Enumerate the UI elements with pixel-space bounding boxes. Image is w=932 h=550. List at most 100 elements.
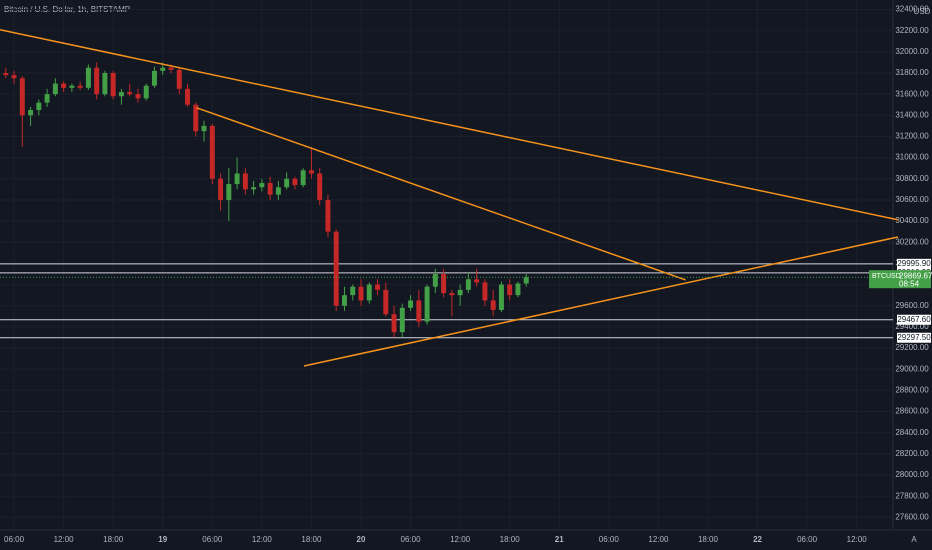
y-tick-label: 31000.00: [895, 153, 929, 162]
x-tick-label: 22: [753, 535, 762, 544]
x-tick-label: 18:00: [500, 535, 521, 544]
x-tick-label: 20: [357, 535, 366, 544]
y-tick-label: 32000.00: [895, 47, 929, 56]
y-tick-label: 31600.00: [895, 89, 929, 98]
candle-body: [234, 173, 240, 185]
candle-body: [474, 279, 480, 283]
candle-body: [152, 70, 157, 86]
candle-body: [424, 286, 430, 322]
x-tick-label: 18:00: [301, 535, 322, 544]
candle-body: [77, 85, 83, 88]
candle-body: [358, 286, 364, 301]
candle-body: [201, 125, 207, 132]
y-tick-label: 30200.00: [895, 237, 929, 246]
candle-body: [515, 283, 521, 296]
candle-body: [11, 75, 17, 79]
candle-body: [308, 170, 314, 174]
x-tick-label: 18:00: [698, 535, 719, 544]
candle-body: [366, 284, 372, 301]
candle-body: [168, 67, 174, 70]
y-tick-label: 28400.00: [895, 428, 929, 437]
candle-body: [449, 293, 455, 296]
candle-body: [292, 178, 298, 186]
candle-body: [259, 183, 265, 188]
x-tick-label: 19: [158, 535, 167, 544]
x-tick-label: 06:00: [599, 535, 620, 544]
candle-body: [143, 85, 149, 99]
trendline: [196, 107, 686, 281]
candle-body: [69, 85, 75, 88]
level-label: 29995.90: [897, 259, 931, 268]
candle-body: [432, 273, 438, 287]
y-tick-label: 28600.00: [895, 407, 929, 416]
candle-body: [193, 104, 199, 132]
candle-body: [251, 187, 257, 190]
candle-body: [52, 83, 58, 95]
candle-body: [408, 300, 414, 308]
y-tick-label: 28000.00: [895, 470, 929, 479]
candle-body: [118, 92, 124, 97]
candle-body: [226, 184, 232, 200]
x-tick-label: 12:00: [450, 535, 471, 544]
candle-body: [284, 178, 290, 188]
candle-body: [209, 125, 215, 179]
currency-label: USD: [914, 7, 931, 16]
candle-body: [391, 314, 397, 333]
scale-mode[interactable]: A: [911, 535, 917, 544]
y-tick-label: 30600.00: [895, 195, 929, 204]
y-tick-label: 30400.00: [895, 216, 929, 225]
candle-body: [342, 295, 347, 306]
x-tick-label: 06:00: [797, 535, 818, 544]
x-tick-label: 21: [555, 535, 564, 544]
candle-body: [3, 72, 9, 76]
x-tick-label: 06:00: [202, 535, 223, 544]
candle-body: [383, 289, 389, 315]
candle-body: [498, 284, 504, 310]
y-tick-label: 29200.00: [895, 343, 929, 352]
candle-body: [317, 173, 323, 200]
x-tick-label: 18:00: [103, 535, 124, 544]
y-tick-label: 29000.00: [895, 364, 929, 373]
y-tick-label: 30800.00: [895, 174, 929, 183]
y-tick-label: 31800.00: [895, 68, 929, 77]
x-tick-label: 06:00: [401, 535, 422, 544]
candle-body: [110, 72, 116, 97]
candle-body: [61, 83, 67, 88]
candle-body: [333, 231, 339, 306]
candle-body: [325, 199, 331, 232]
y-tick-label: 29400.00: [895, 322, 929, 331]
last-price-label: 29869.67: [899, 271, 932, 280]
candle-body: [507, 284, 513, 296]
level-label-box: [897, 332, 931, 343]
candle-body: [482, 282, 488, 301]
candle-body: [275, 187, 281, 195]
candle-body: [218, 178, 224, 200]
y-tick-label: 32400.00: [895, 5, 929, 14]
symbol-label: BTCUSD: [872, 273, 901, 280]
y-tick-label: 28200.00: [895, 449, 929, 458]
candle-body: [185, 88, 190, 105]
x-tick-label: 12:00: [54, 535, 75, 544]
candle-body: [350, 286, 356, 296]
y-tick-label: 32200.00: [895, 26, 929, 35]
x-tick-label: 12:00: [252, 535, 273, 544]
y-tick-label: 27600.00: [895, 512, 929, 521]
candle-body: [19, 78, 25, 116]
candle-body: [127, 92, 133, 95]
y-tick-label: 28800.00: [895, 385, 929, 394]
level-label-box: [897, 258, 931, 269]
candle-body: [36, 102, 42, 111]
candle-body: [465, 279, 471, 290]
y-tick-label: 31200.00: [895, 132, 929, 141]
candle-body: [135, 94, 141, 99]
trendline: [0, 28, 899, 221]
candle-body: [160, 67, 166, 71]
level-label: 29297.50: [897, 333, 931, 342]
candle-body: [457, 289, 463, 296]
level-label: 29467.60: [897, 315, 931, 324]
candle-body: [300, 170, 306, 186]
candle-body: [441, 273, 447, 294]
candle-body: [416, 300, 422, 322]
